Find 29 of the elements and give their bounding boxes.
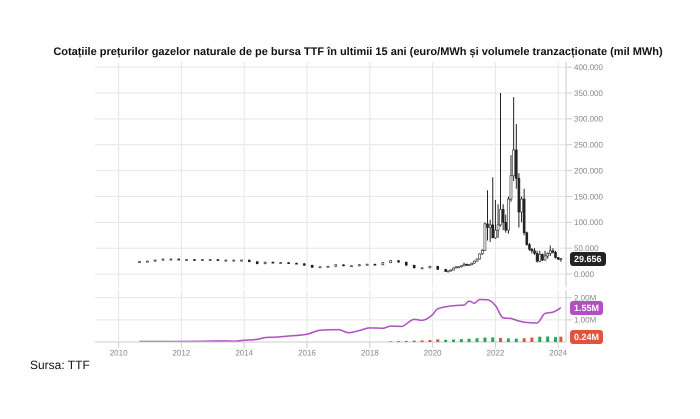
y-tick-label: 0.000 <box>574 270 595 279</box>
y-tick-label: 350.000 <box>574 88 604 98</box>
annotation: 1.55M <box>570 300 604 315</box>
candlestick <box>491 176 494 238</box>
chart-title: Cotațiile prețurilor gazelor naturale de pe bursa TTF în ultimii 15 ani (euro/MWh și volumele tranzacționate (mil MWh) <box>53 46 663 58</box>
x-tick-label: 2012 <box>172 348 191 358</box>
x-tick-label: 2022 <box>486 348 505 358</box>
candlestick <box>538 250 542 263</box>
x-tick-label: 2010 <box>110 348 128 358</box>
x-tick-label: 2024 <box>549 348 568 358</box>
y-tick-label: 1.00M <box>574 316 597 325</box>
y-tick-label: 50.000 <box>574 244 600 254</box>
y-tick-label: 100.000 <box>574 218 604 228</box>
x-tick-label: 2018 <box>360 348 380 358</box>
line-series <box>138 298 562 342</box>
x-tick-label: 2016 <box>298 348 316 358</box>
y-tick-label: 2.00M <box>574 294 597 303</box>
y-tick-label: 250.000 <box>574 140 604 150</box>
x-tick-label: 2020 <box>424 348 442 358</box>
annotation: 29.656 <box>570 252 606 266</box>
y-tick-label: 400.000 <box>574 63 604 72</box>
y-tick-label: 150.000 <box>574 192 604 202</box>
candlestick <box>548 245 552 256</box>
x-tick-label: 2014 <box>235 348 254 358</box>
candlestick <box>536 250 538 264</box>
y-tick-label: 200.000 <box>574 166 604 176</box>
text: Sursa: TTF <box>29 358 91 372</box>
y-tick-label: 300.000 <box>574 114 604 124</box>
annotation: 0.24M <box>570 330 604 344</box>
